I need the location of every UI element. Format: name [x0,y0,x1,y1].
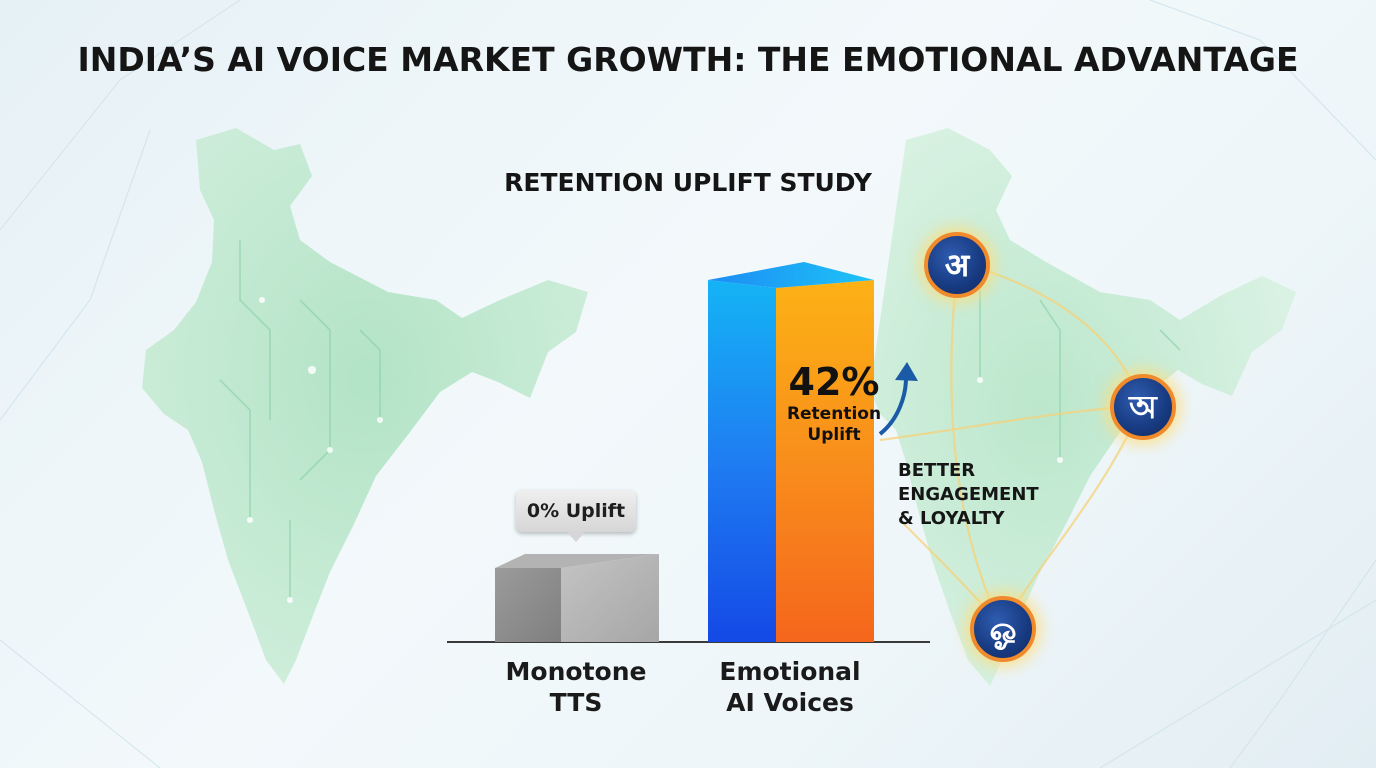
bengali-letter-a-icon: অ [1110,374,1176,440]
glow-dots [247,297,1063,603]
bar-monotone-side [561,554,659,642]
bar-group [495,262,874,642]
circuit-lines [219,240,1181,600]
india-map-left [142,128,588,684]
bar-emotional-right [776,280,874,642]
emotional-data-sublabel: Retention Uplift [786,404,882,445]
chart-title: RETENTION UPLIFT STUDY [504,168,872,197]
callout-pointer [566,531,586,542]
tamil-letter-o-icon: ஓ [970,596,1036,662]
up-arrow-head-icon [895,362,918,381]
engagement-annotation: BETTER ENGAGEMENT & LOYALTY [898,460,1039,529]
bar-monotone-front [495,568,561,642]
bar-emotional-top [708,262,874,288]
hindi-letter-a-icon: अ [924,232,990,298]
up-arrow-icon [878,377,908,436]
bar-emotional-left [708,280,776,642]
emotional-data-label: 42% [788,360,880,404]
page-title: INDIA’S AI VOICE MARKET GROWTH: THE EMOT… [77,40,1299,79]
monotone-data-label: 0% Uplift [516,490,636,532]
bar-monotone-top [495,554,659,568]
category-label-emotional: Emotional AI Voices [719,657,861,717]
category-label-monotone: Monotone TTS [505,657,647,717]
